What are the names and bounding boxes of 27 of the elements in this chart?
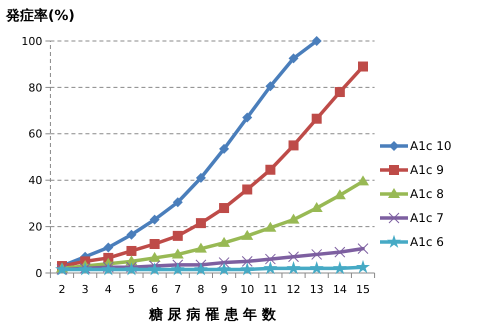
x-tick-label: 6 (151, 283, 158, 296)
x-axis-title: 糖 尿 病 罹 患 年 数 (148, 306, 278, 323)
x-tick-label: 5 (128, 283, 135, 296)
y-tick-label: 0 (35, 266, 42, 280)
y-axis-title: 発症率(%) (5, 7, 75, 24)
x-tick-label: 14 (332, 283, 347, 296)
legend-label: A1c 7 (410, 211, 444, 226)
y-tick-label: 40 (28, 174, 42, 188)
x-tick-label: 11 (263, 283, 278, 296)
x-tick-label: 9 (220, 283, 228, 296)
y-tick-label: 60 (28, 128, 42, 141)
x-tick-label: 15 (356, 283, 370, 296)
x-tick-label: 4 (104, 283, 112, 296)
y-tick-label: 100 (21, 34, 42, 48)
x-tick-label: 7 (174, 283, 182, 296)
y-tick-label: 80 (28, 81, 42, 94)
x-tick-label: 8 (197, 283, 204, 296)
x-tick-label: 2 (58, 283, 66, 296)
legend-label: A1c 8 (410, 187, 444, 202)
legend-label: A1c 10 (410, 139, 452, 154)
x-tick-label: 13 (310, 283, 324, 296)
x-tick-label: 3 (82, 283, 89, 296)
legend-label: A1c 6 (410, 235, 444, 250)
x-tick-label: 12 (286, 283, 301, 296)
legend-label: A1c 9 (410, 163, 444, 178)
y-tick-label: 20 (28, 220, 42, 234)
x-tick-label: 10 (240, 283, 254, 296)
